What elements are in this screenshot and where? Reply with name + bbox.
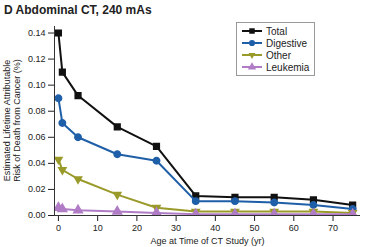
svg-text:60: 60 (289, 223, 299, 233)
svg-text:40: 40 (210, 223, 220, 233)
svg-text:50: 50 (250, 223, 260, 233)
svg-text:0.00: 0.00 (28, 210, 46, 220)
svg-text:30: 30 (171, 223, 181, 233)
svg-text:Age at Time of CT Study (yr): Age at Time of CT Study (yr) (151, 236, 265, 246)
html-text:Total: Total (266, 25, 288, 37)
svg-text:70: 70 (328, 223, 338, 233)
svg-text:0.02: 0.02 (28, 184, 46, 194)
svg-text:0.04: 0.04 (28, 158, 46, 168)
svg-text:0.10: 0.10 (28, 80, 46, 90)
svg-text:0.14: 0.14 (28, 28, 46, 38)
html-text:Other: Other (266, 49, 291, 61)
svg-text:0.12: 0.12 (28, 54, 46, 64)
html-text:Leukemia: Leukemia (266, 61, 310, 73)
svg-text:0: 0 (56, 223, 61, 233)
svg-text:10: 10 (93, 223, 103, 233)
svg-text:Estimated Lifetime Attributabl: Estimated Lifetime AttributableRisk of D… (2, 59, 22, 182)
svg-text:0.08: 0.08 (28, 106, 46, 116)
svg-text:0.06: 0.06 (28, 132, 46, 142)
html-text:Digestive: Digestive (266, 37, 308, 49)
html-text:D Abdominal CT, 240 mAs: D Abdominal CT, 240 mAs (4, 3, 152, 17)
svg-text:20: 20 (132, 223, 142, 233)
